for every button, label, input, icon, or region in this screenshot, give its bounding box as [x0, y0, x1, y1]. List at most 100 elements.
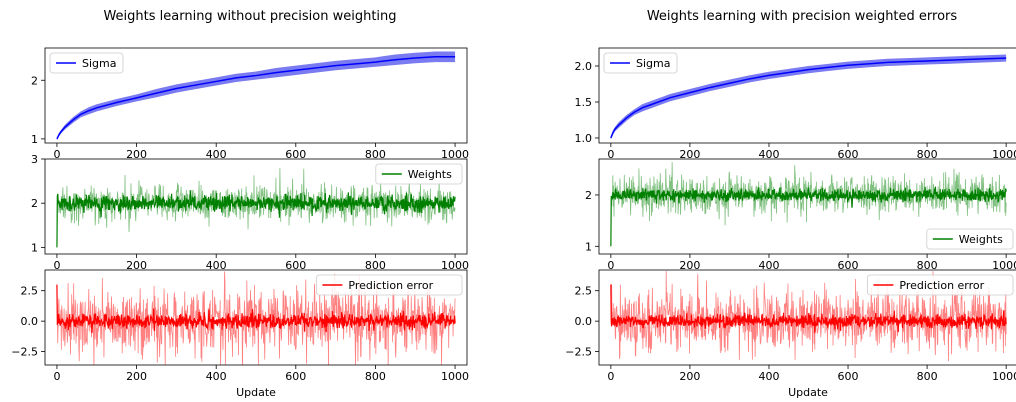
left-sigma-frame: [44, 47, 468, 144]
left-weights-xtick-label: 600: [285, 259, 306, 272]
right-weights-legend-box: [926, 228, 1014, 250]
right-error-panel: 0 200 400 600 800 1000 −2.5 0.0 2.5 Prediction er…: [565, 269, 1016, 383]
right-sigma-xtick-label: 1000: [992, 148, 1016, 161]
left-sigma-xtick-label: 600: [285, 148, 306, 161]
right-error-legend-label: Prediction error: [899, 279, 984, 292]
right-weights-ytick-label: 1: [585, 240, 592, 253]
right-xlabel: Update: [788, 386, 828, 399]
right-sigma-xtick-label: 800: [917, 148, 938, 161]
right-error-legend: Prediction error: [867, 274, 1014, 296]
right-error-ytick-label: 0.0: [575, 315, 593, 328]
left-weights-ytick-label: 1: [31, 241, 38, 254]
right-error-xtick-label: 600: [838, 370, 859, 383]
right-sigma-panel: 0 200 400 600 800 1000 1.0 1.5 2.0 Sigma: [575, 47, 1016, 161]
right-sigma-xtick-label: 0: [607, 148, 614, 161]
left-error-legend: Prediction error: [315, 274, 463, 296]
left-error-legend-box: [315, 274, 463, 296]
left-error-frame: [44, 269, 468, 366]
right-figure-title: Weights learning with precision weighted…: [647, 9, 958, 24]
right-error-series-line: [610, 284, 1007, 334]
right-error-noise-trace: [610, 270, 1007, 361]
right-error-xtick-label: 800: [917, 370, 938, 383]
right-error-xtick-label: 400: [758, 370, 779, 383]
right-error-xtick-label: 0: [607, 370, 614, 383]
left-error-ytick-label: 0.0: [21, 315, 39, 328]
right-weights-series-line: [610, 186, 1007, 247]
right-error-xtick-label: 200: [679, 370, 700, 383]
left-weights-panel: 0 200 400 600 800 1000 1 2 3 Weights: [31, 153, 469, 272]
right-sigma-ytick-label: 1.0: [575, 132, 593, 145]
right-sigma-legend-box: [603, 52, 678, 74]
right-error-xtick-label: 1000: [992, 370, 1016, 383]
left-sigma-ytick-label: 1: [31, 133, 38, 146]
left-sigma-plot-area: [56, 51, 456, 141]
left-sigma-xtick-label: 800: [365, 148, 386, 161]
left-sigma-panel: 0 200 400 600 800 1000 1 2 Sigma: [31, 47, 469, 161]
left-weights-ytick-label: 2: [31, 197, 38, 210]
right-weights-legend: Weights: [926, 228, 1014, 250]
right-sigma-xtick-label: 200: [679, 148, 700, 161]
right-sigma-legend: Sigma: [603, 52, 678, 74]
left-sigma-band: [56, 51, 456, 141]
right-sigma-ytick-label: 1.5: [575, 96, 593, 109]
right-weights-xtick-label: 400: [758, 259, 779, 272]
left-sigma-xtick-label: 400: [206, 148, 227, 161]
right-weights-legend-label: Weights: [959, 233, 1003, 246]
right-weights-xtick-label: 800: [917, 259, 938, 272]
left-error-xtick-label: 600: [285, 370, 306, 383]
left-weights-legend-box: [375, 163, 463, 185]
right-sigma-xtick-label: 400: [758, 148, 779, 161]
left-weights-legend: Weights: [375, 163, 463, 185]
right-error-frame: [598, 269, 1016, 366]
left-error-xtick-label: 1000: [441, 370, 469, 383]
left-error-xtick-label: 800: [365, 370, 386, 383]
left-sigma-legend: Sigma: [49, 52, 124, 74]
right-weights-xtick-label: 200: [679, 259, 700, 272]
left-weights-legend-label: Weights: [408, 168, 452, 181]
left-xlabel: Update: [236, 386, 276, 399]
left-sigma-legend-label: Sigma: [82, 57, 116, 70]
left-error-noise-trace: [56, 271, 456, 365]
right-sigma-ytick-label: 2.0: [575, 60, 593, 73]
left-sigma-xtick-label: 200: [126, 148, 147, 161]
left-error-xtick-label: 400: [206, 370, 227, 383]
left-sigma-xtick-label: 0: [53, 148, 60, 161]
right-sigma-band: [610, 54, 1007, 140]
left-error-ytick-label: 2.5: [21, 285, 39, 298]
left-error-ytick-label: −2.5: [11, 346, 38, 359]
right-sigma-xtick-label: 600: [838, 148, 859, 161]
right-error-ytick-label: −2.5: [565, 346, 592, 359]
left-sigma-ytick-label: 2: [31, 74, 38, 87]
left-error-panel: 0 200 400 600 800 1000 −2.5 0.0 2.5 Prediction er…: [11, 269, 469, 383]
left-error-plot-area: [56, 271, 456, 365]
right-weights-ytick-label: 2: [585, 189, 592, 202]
left-weights-xtick-label: 200: [126, 259, 147, 272]
left-weights-ytick-label: 3: [31, 153, 38, 166]
left-error-xtick-label: 0: [53, 370, 60, 383]
left-error-series-line: [56, 284, 456, 333]
left-sigma-legend-box: [49, 52, 124, 74]
right-error-legend-box: [867, 274, 1014, 296]
left-weights-xtick-label: 0: [53, 259, 60, 272]
left-weights-frame: [44, 158, 468, 255]
left-sigma-series-line: [56, 56, 456, 140]
left-weights-series-line: [56, 190, 456, 248]
right-sigma-series-line: [610, 57, 1007, 139]
left-figure-title: Weights learning without precision weigh…: [103, 9, 396, 24]
right-weights-panel: 0 200 400 600 800 1000 1 2 Weights: [585, 158, 1016, 272]
left-error-legend-label: Prediction error: [348, 279, 433, 292]
right-sigma-plot-area: [610, 54, 1007, 140]
left-weights-xtick-label: 400: [206, 259, 227, 272]
left-weights-xtick-label: 800: [365, 259, 386, 272]
right-sigma-legend-label: Sigma: [636, 57, 670, 70]
right-error-ytick-label: 2.5: [575, 285, 593, 298]
right-weights-xtick-label: 1000: [992, 259, 1016, 272]
left-weights-xtick-label: 1000: [441, 259, 469, 272]
right-weights-xtick-label: 0: [607, 259, 614, 272]
left-weights-plot-area: [56, 168, 456, 248]
right-weights-plot-area: [610, 162, 1007, 247]
right-weights-xtick-label: 600: [838, 259, 859, 272]
left-sigma-xtick-label: 1000: [441, 148, 469, 161]
left-error-xtick-label: 200: [126, 370, 147, 383]
